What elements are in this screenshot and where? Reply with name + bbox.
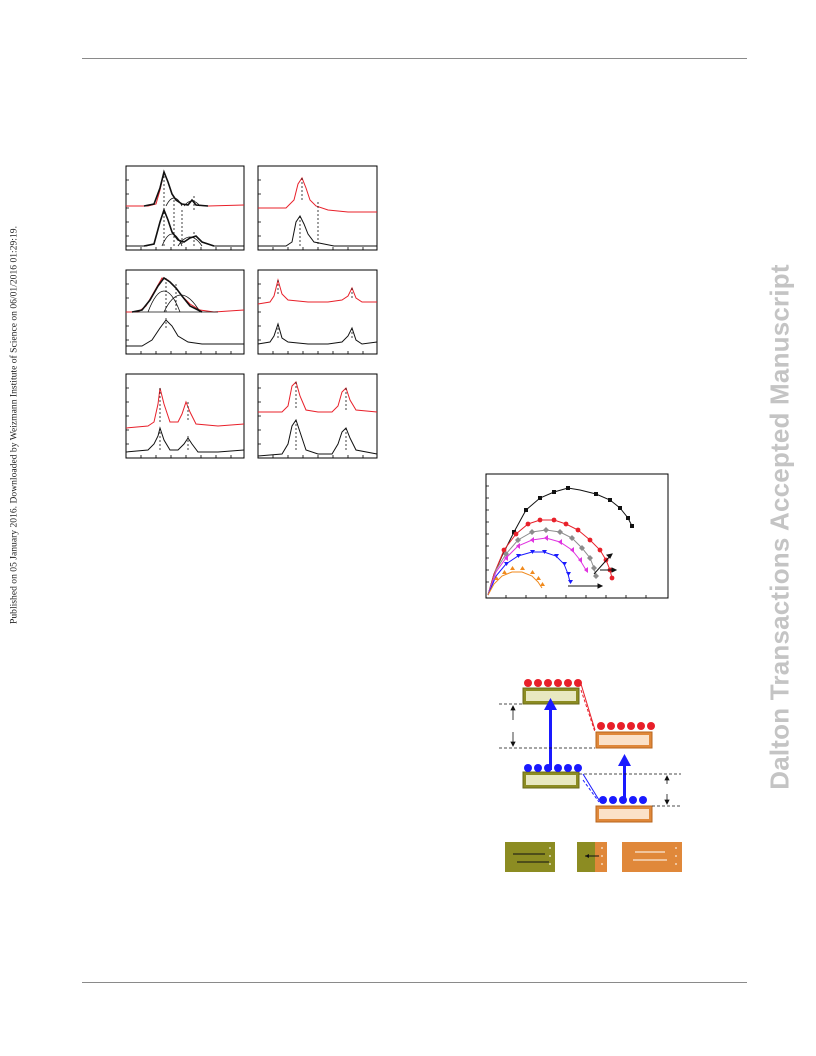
spectrum-a-red	[126, 170, 245, 207]
spectrum-b-black	[258, 215, 377, 247]
arc-series-blue	[487, 551, 571, 596]
spectrum-a-fit	[143, 169, 209, 207]
transfer-lines-blue	[582, 773, 600, 803]
electrons-red-right	[597, 722, 655, 730]
band-diagram-figure	[499, 679, 682, 872]
spectrum-f-black	[257, 418, 378, 457]
spectrum-f-red	[258, 381, 378, 413]
arc-arrows	[568, 553, 618, 589]
arc-series-orange	[487, 571, 543, 596]
spectrum-e-red	[125, 387, 245, 429]
published-note: Published on 05 January 2016. Downloaded…	[8, 226, 20, 624]
spectra-panel-f	[257, 373, 378, 459]
arc-markers-black	[512, 486, 634, 534]
spectrum-d-red	[257, 278, 377, 305]
spectrum-b-red	[258, 176, 377, 213]
arc-plot-figure	[485, 473, 669, 599]
reference-lines	[499, 703, 681, 807]
journal-watermark: Dalton Transactions Accepted Manuscript	[764, 264, 795, 790]
transfer-lines-red	[580, 683, 596, 733]
spectrum-d-black	[257, 322, 378, 345]
mini-panel-left	[505, 842, 555, 872]
spectra-panel-e	[125, 373, 245, 459]
excitation-arrow-right	[618, 754, 631, 802]
measurement-arrows	[510, 705, 670, 805]
electrons-blue-left	[524, 764, 582, 772]
footer-rule	[82, 982, 747, 983]
arc-plot-frame	[485, 473, 669, 599]
spectrum-c-black	[126, 319, 244, 347]
mini-panel-right	[622, 842, 682, 872]
spectra-panel-d	[257, 269, 378, 355]
arc-series-magenta	[487, 537, 587, 596]
electrons-red-left	[524, 679, 582, 687]
excitation-arrow-left	[544, 698, 557, 770]
mini-panel-middle	[577, 842, 607, 872]
spectra-panel-a	[125, 165, 245, 251]
spectrum-c-fit	[131, 276, 203, 313]
header-rule	[82, 58, 747, 59]
spectra-figure	[125, 165, 378, 459]
arc-markers-orange	[494, 566, 545, 586]
arc-markers-red	[501, 517, 615, 581]
spectrum-e-black	[125, 426, 245, 453]
